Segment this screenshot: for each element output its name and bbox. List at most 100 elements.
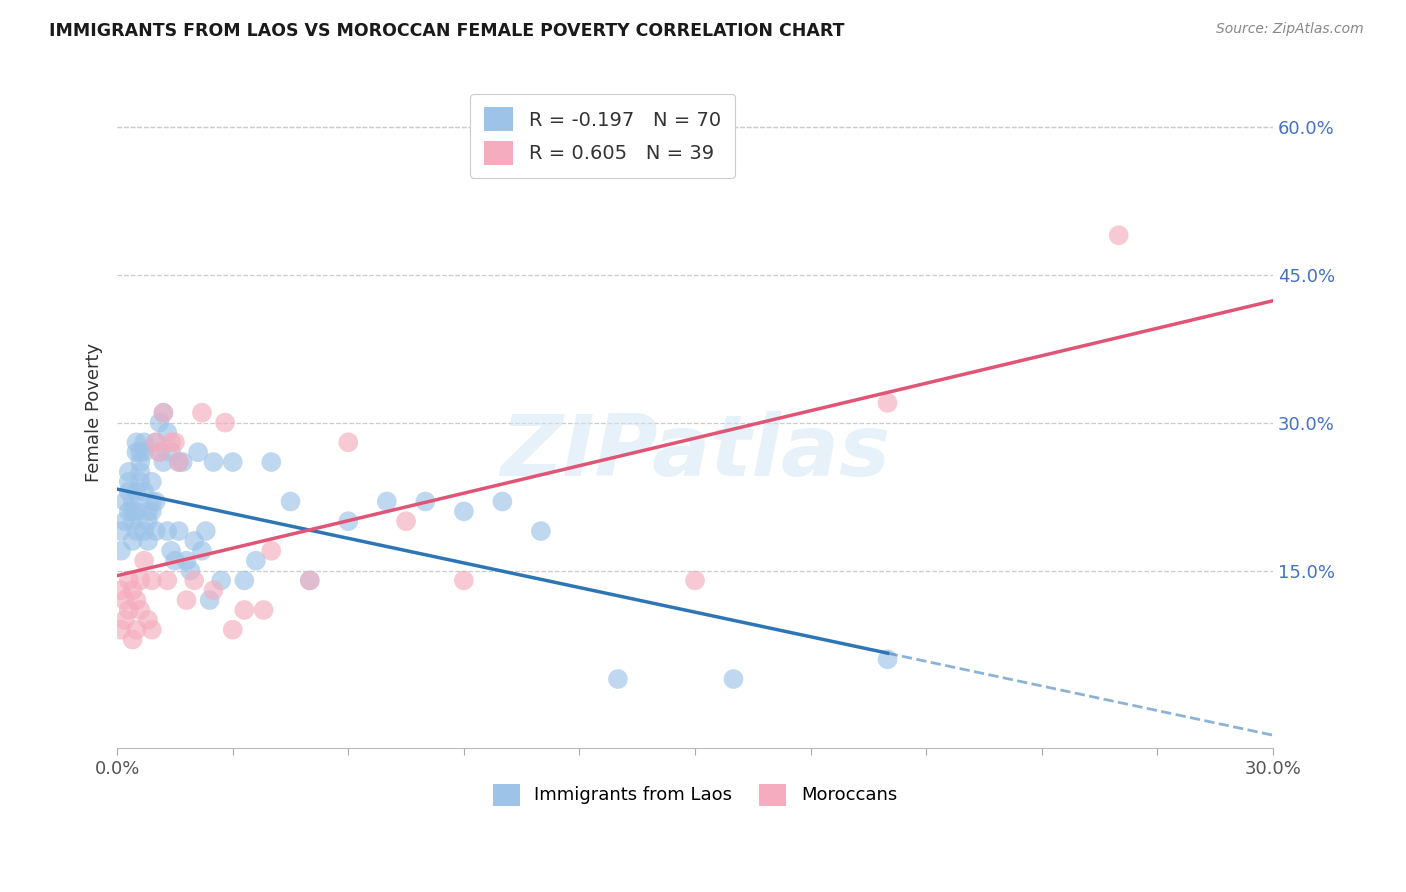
Point [183, 574, 205, 588]
Point [129, 445, 152, 459]
Point [114, 613, 136, 627]
Point [134, 445, 156, 459]
Point [118, 484, 141, 499]
Point [160, 543, 183, 558]
Text: Source: ZipAtlas.com: Source: ZipAtlas.com [1216, 22, 1364, 37]
Point [260, 455, 283, 469]
Point [114, 514, 136, 528]
Point [121, 533, 143, 548]
Point [136, 613, 159, 627]
Point [125, 484, 148, 499]
Point [280, 494, 302, 508]
Point [453, 574, 475, 588]
Point [876, 652, 898, 666]
Point [245, 554, 267, 568]
Point [187, 445, 209, 459]
Point [118, 603, 141, 617]
Point [145, 435, 167, 450]
Point [121, 514, 143, 528]
Point [167, 455, 190, 469]
Point [125, 593, 148, 607]
Point [134, 524, 156, 538]
Point [134, 554, 156, 568]
Point [148, 445, 170, 459]
Point [198, 593, 221, 607]
Point [156, 524, 179, 538]
Point [202, 455, 225, 469]
Point [152, 406, 174, 420]
Point [152, 455, 174, 469]
Text: ZIPatlas: ZIPatlas [501, 411, 890, 494]
Point [491, 494, 513, 508]
Point [114, 593, 136, 607]
Point [530, 524, 553, 538]
Point [156, 425, 179, 440]
Point [1108, 228, 1130, 243]
Point [110, 543, 132, 558]
Point [114, 494, 136, 508]
Point [176, 593, 198, 607]
Text: IMMIGRANTS FROM LAOS VS MOROCCAN FEMALE POVERTY CORRELATION CHART: IMMIGRANTS FROM LAOS VS MOROCCAN FEMALE … [49, 22, 845, 40]
Point [298, 574, 321, 588]
Point [121, 583, 143, 598]
Point [141, 504, 163, 518]
Point [121, 504, 143, 518]
Point [121, 632, 143, 647]
Point [129, 455, 152, 469]
Point [152, 406, 174, 420]
Point [141, 574, 163, 588]
Point [160, 435, 183, 450]
Point [148, 445, 170, 459]
Point [202, 583, 225, 598]
Point [129, 603, 152, 617]
Point [607, 672, 630, 686]
Point [129, 465, 152, 479]
Point [395, 514, 418, 528]
Point [136, 504, 159, 518]
Point [156, 574, 179, 588]
Point [129, 574, 152, 588]
Point [145, 435, 167, 450]
Point [118, 465, 141, 479]
Point [141, 494, 163, 508]
Point [415, 494, 437, 508]
Point [191, 543, 214, 558]
Point [134, 484, 156, 499]
Point [125, 623, 148, 637]
Point [163, 554, 186, 568]
Point [176, 554, 198, 568]
Point [136, 514, 159, 528]
Y-axis label: Female Poverty: Female Poverty [86, 343, 103, 483]
Point [337, 435, 360, 450]
Point [167, 455, 190, 469]
Point [141, 623, 163, 637]
Point [136, 533, 159, 548]
Point [191, 406, 214, 420]
Point [683, 574, 706, 588]
Point [110, 623, 132, 637]
Point [876, 396, 898, 410]
Point [145, 494, 167, 508]
Point [141, 475, 163, 489]
Point [233, 603, 256, 617]
Point [194, 524, 217, 538]
Legend: Immigrants from Laos, Moroccans: Immigrants from Laos, Moroccans [485, 776, 904, 813]
Point [167, 524, 190, 538]
Point [160, 445, 183, 459]
Point [118, 574, 141, 588]
Point [129, 475, 152, 489]
Point [179, 564, 201, 578]
Point [125, 435, 148, 450]
Point [145, 524, 167, 538]
Point [118, 475, 141, 489]
Point [337, 514, 360, 528]
Point [110, 583, 132, 598]
Point [110, 524, 132, 538]
Point [118, 504, 141, 518]
Point [183, 533, 205, 548]
Point [121, 494, 143, 508]
Point [222, 455, 245, 469]
Point [163, 435, 186, 450]
Point [214, 416, 236, 430]
Point [723, 672, 745, 686]
